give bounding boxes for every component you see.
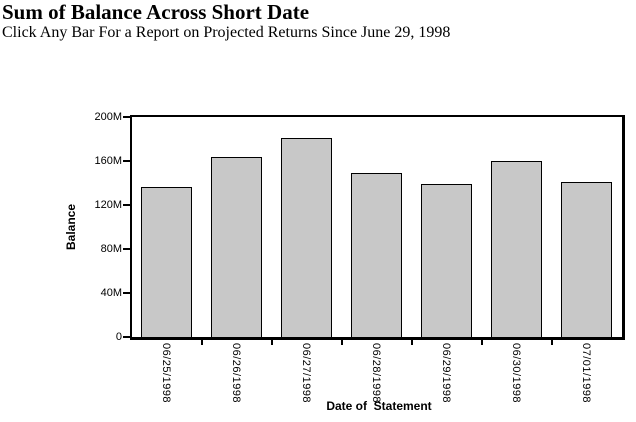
y-tick-label: 80M: [100, 243, 122, 255]
x-tick-mark: [341, 340, 343, 345]
x-tick-mark: [551, 340, 553, 345]
bar-07/01/1998[interactable]: [561, 182, 612, 337]
x-category-label: 06/25/1998: [160, 343, 172, 404]
x-category-label: 06/26/1998: [230, 343, 242, 404]
x-axis-label: Date of Statement: [326, 399, 432, 413]
x-category-label: 06/28/1998: [370, 343, 382, 404]
y-tick-label: 0: [115, 331, 122, 343]
x-category-label: 06/30/1998: [510, 343, 522, 404]
y-tick-label: 200M: [94, 111, 122, 123]
x-tick-mark: [481, 340, 483, 345]
y-tick-label: 120M: [94, 199, 122, 211]
plot-area: [130, 115, 625, 340]
y-tick-label: 160M: [94, 155, 122, 167]
chart-title: Sum of Balance Across Short Date: [2, 0, 310, 24]
chart-subtitle: Click Any Bar For a Report on Projected …: [2, 24, 451, 41]
y-tick-mark: [123, 336, 131, 338]
x-category-label: 06/29/1998: [440, 343, 452, 404]
y-tick-label: 40M: [100, 287, 122, 299]
bar-06/28/1998[interactable]: [351, 173, 402, 337]
y-tick-mark: [123, 116, 131, 118]
bar-06/27/1998[interactable]: [281, 138, 332, 337]
x-tick-mark: [411, 340, 413, 345]
y-tick-mark: [123, 248, 131, 250]
x-category-label: 06/27/1998: [300, 343, 312, 404]
bar-06/30/1998[interactable]: [491, 161, 542, 337]
bar-06/25/1998[interactable]: [141, 187, 192, 337]
x-tick-mark: [271, 340, 273, 345]
bar-06/29/1998[interactable]: [421, 184, 472, 337]
x-category-label: 07/01/1998: [580, 343, 592, 404]
y-tick-mark: [123, 204, 131, 206]
y-tick-mark: [123, 292, 131, 294]
x-tick-mark: [201, 340, 203, 345]
y-tick-mark: [123, 160, 131, 162]
bar-06/26/1998[interactable]: [211, 157, 262, 337]
